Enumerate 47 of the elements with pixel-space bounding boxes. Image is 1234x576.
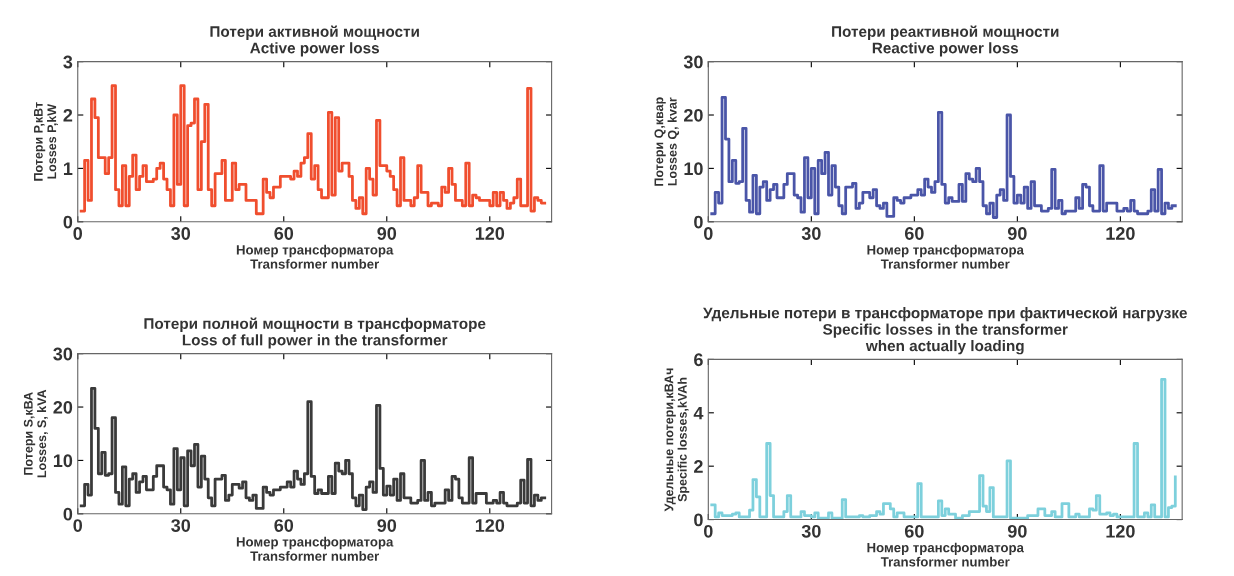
y-tick-label: 0 — [694, 215, 703, 229]
y-tick-label: 30 — [53, 347, 73, 361]
x-tick-label: 120 — [475, 227, 505, 240]
y-axis-title: Удельные потери,кВАч Specific losses,kVAh — [664, 368, 690, 512]
x-tick-label: 90 — [1007, 524, 1027, 538]
y-tick-label: 3 — [63, 55, 73, 69]
x-tick-label: 90 — [1007, 227, 1027, 240]
x-tick-label: 0 — [704, 227, 713, 240]
y-tick-label: 6 — [694, 353, 703, 367]
y-tick-label: 0 — [63, 215, 73, 229]
x-tick-label: 0 — [73, 519, 83, 532]
chart-title: Потери полной мощности в трансформаторе Loss of full power in the transformer — [144, 317, 486, 349]
x-axis-title: Номер трансформатора Transformer number — [236, 536, 394, 561]
chart-title: Потери реактивной мощности Reactive power loss — [832, 25, 1059, 57]
x-tick-label: 30 — [801, 524, 821, 538]
x-tick-label: 120 — [1106, 524, 1135, 538]
x-axis-title: Номер трансформатора Transformer number — [867, 244, 1025, 269]
x-axis-title: Номер трансформатора Transformer number — [867, 542, 1025, 567]
y-axis-title: Потери P,кВт Losses P,kW — [34, 102, 59, 181]
y-tick-label: 2 — [63, 108, 73, 122]
x-tick-label: 120 — [1106, 227, 1135, 240]
x-axis-title: Номер трансформатора Transformer number — [236, 244, 394, 269]
chart-title: Потери активной мощности Active power loss — [210, 25, 419, 57]
x-tick-label: 60 — [904, 227, 924, 240]
x-tick-label: 60 — [274, 227, 294, 240]
x-tick-label: 0 — [73, 227, 83, 240]
y-tick-label: 20 — [53, 400, 73, 414]
y-axis-title: Потери S,кВА Losses, S, kVA — [23, 389, 48, 478]
y-tick-label: 10 — [684, 162, 703, 176]
y-tick-label: 10 — [53, 454, 73, 468]
x-tick-label: 30 — [171, 227, 191, 240]
x-tick-label: 120 — [475, 519, 505, 532]
x-tick-label: 30 — [171, 519, 191, 532]
y-tick-label: 2 — [694, 460, 703, 473]
x-tick-label: 60 — [904, 524, 924, 538]
x-tick-label: 0 — [704, 524, 713, 538]
y-tick-label: 1 — [63, 162, 73, 175]
chart-title: Удельные потери в трансформаторе при фактической нагрузке Specific losses in the transformer when actually loading — [703, 306, 1187, 355]
y-tick-label: 0 — [63, 507, 73, 521]
y-tick-label: 20 — [684, 108, 703, 122]
x-tick-label: 30 — [801, 227, 821, 240]
y-tick-label: 4 — [693, 406, 704, 420]
x-tick-label: 90 — [377, 227, 397, 240]
x-tick-label: 60 — [274, 519, 294, 532]
x-tick-label: 90 — [377, 519, 397, 532]
y-axis-title: Потери Q,квар Losses Q, kvar — [654, 97, 680, 186]
y-tick-label: 30 — [683, 55, 703, 69]
